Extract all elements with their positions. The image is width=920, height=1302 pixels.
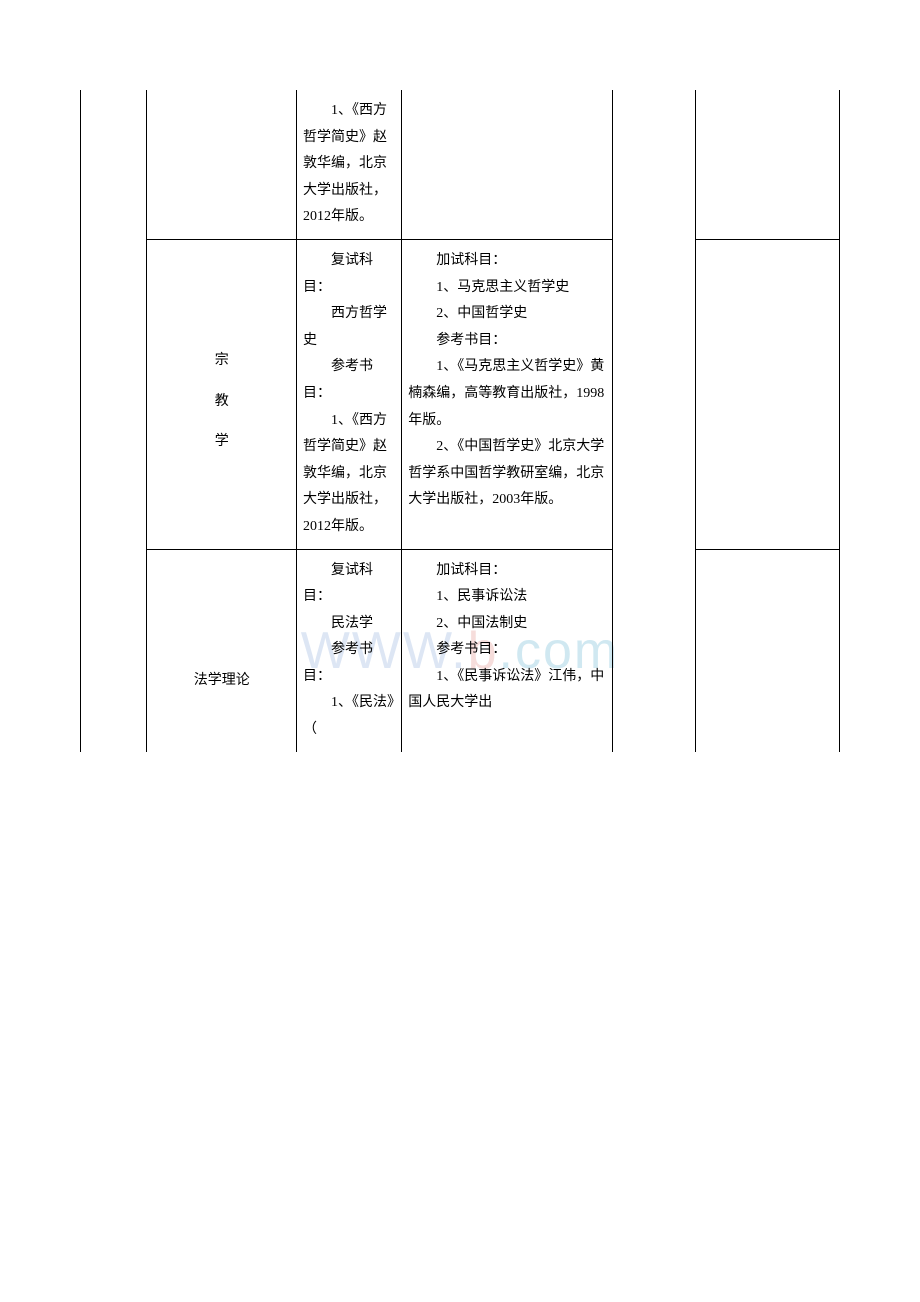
cell-col5 bbox=[612, 90, 695, 752]
retest-text: 民法学 bbox=[303, 611, 395, 638]
subject-wrapper: 法学理论 bbox=[153, 558, 290, 695]
retest-text: 参考书目： bbox=[303, 354, 395, 407]
subject-char: 教 bbox=[153, 389, 290, 416]
subject-label: 法学理论 bbox=[194, 673, 250, 688]
additional-text: 2、《中国哲学史》北京大学哲学系中国哲学教研室编，北京大学出版社，2003年版。 bbox=[408, 434, 606, 514]
subject-wrapper: 宗 教 学 bbox=[153, 248, 290, 456]
retest-text: 复试科目： bbox=[303, 248, 395, 301]
cell-retest: 1、《西方哲学简史》赵敦华编，北京大学出版社，2012年版。 bbox=[297, 90, 402, 239]
cell-additional: 加试科目： 1、民事诉讼法 2、中国法制史 参考书目： 1、《民事诉讼法》江伟，… bbox=[402, 549, 613, 752]
cell-col6 bbox=[695, 549, 839, 752]
additional-text: 加试科目： bbox=[408, 248, 606, 275]
cell-col6 bbox=[695, 239, 839, 549]
additional-text: 1、马克思主义哲学史 bbox=[408, 275, 606, 302]
additional-text: 1、《马克思主义哲学史》黄楠森编，高等教育出版社，1998年版。 bbox=[408, 354, 606, 434]
additional-text: 2、中国哲学史 bbox=[408, 301, 606, 328]
subject-char: 学 bbox=[153, 429, 290, 456]
retest-text: 西方哲学史 bbox=[303, 301, 395, 354]
retest-text: 1、《西方哲学简史》赵敦华编，北京大学出版社，2012年版。 bbox=[303, 98, 395, 231]
cell-col6 bbox=[695, 90, 839, 239]
retest-text: 参考书目： bbox=[303, 637, 395, 690]
document-table: 1、《西方哲学简史》赵敦华编，北京大学出版社，2012年版。 宗 教 学 复试科… bbox=[80, 90, 840, 752]
additional-text: 1、民事诉讼法 bbox=[408, 584, 606, 611]
table-row: 法学理论 复试科目： 民法学 参考书目： 1、《民法》（ 加试科目： 1、民事诉… bbox=[81, 549, 840, 752]
additional-text: 2、中国法制史 bbox=[408, 611, 606, 638]
cell-additional: 加试科目： 1、马克思主义哲学史 2、中国哲学史 参考书目： 1、《马克思主义哲… bbox=[402, 239, 613, 549]
cell-category bbox=[81, 90, 147, 752]
table-row: 宗 教 学 复试科目： 西方哲学史 参考书目： 1、《西方哲学简史》赵敦华编，北… bbox=[81, 239, 840, 549]
cell-retest: 复试科目： 西方哲学史 参考书目： 1、《西方哲学简史》赵敦华编，北京大学出版社… bbox=[297, 239, 402, 549]
cell-retest: 复试科目： 民法学 参考书目： 1、《民法》（ bbox=[297, 549, 402, 752]
additional-text: 1、《民事诉讼法》江伟，中国人民大学出 bbox=[408, 664, 606, 717]
cell-subject bbox=[147, 90, 297, 239]
additional-text: 参考书目： bbox=[408, 637, 606, 664]
subject-char: 宗 bbox=[153, 348, 290, 375]
retest-text: 1、《西方哲学简史》赵敦华编，北京大学出版社，2012年版。 bbox=[303, 408, 395, 541]
cell-subject: 法学理论 bbox=[147, 549, 297, 752]
table-row: 1、《西方哲学简史》赵敦华编，北京大学出版社，2012年版。 bbox=[81, 90, 840, 239]
cell-subject: 宗 教 学 bbox=[147, 239, 297, 549]
cell-additional bbox=[402, 90, 613, 239]
additional-text: 加试科目： bbox=[408, 558, 606, 585]
retest-text: 复试科目： bbox=[303, 558, 395, 611]
additional-text: 参考书目： bbox=[408, 328, 606, 355]
retest-text: 1、《民法》（ bbox=[303, 690, 395, 743]
